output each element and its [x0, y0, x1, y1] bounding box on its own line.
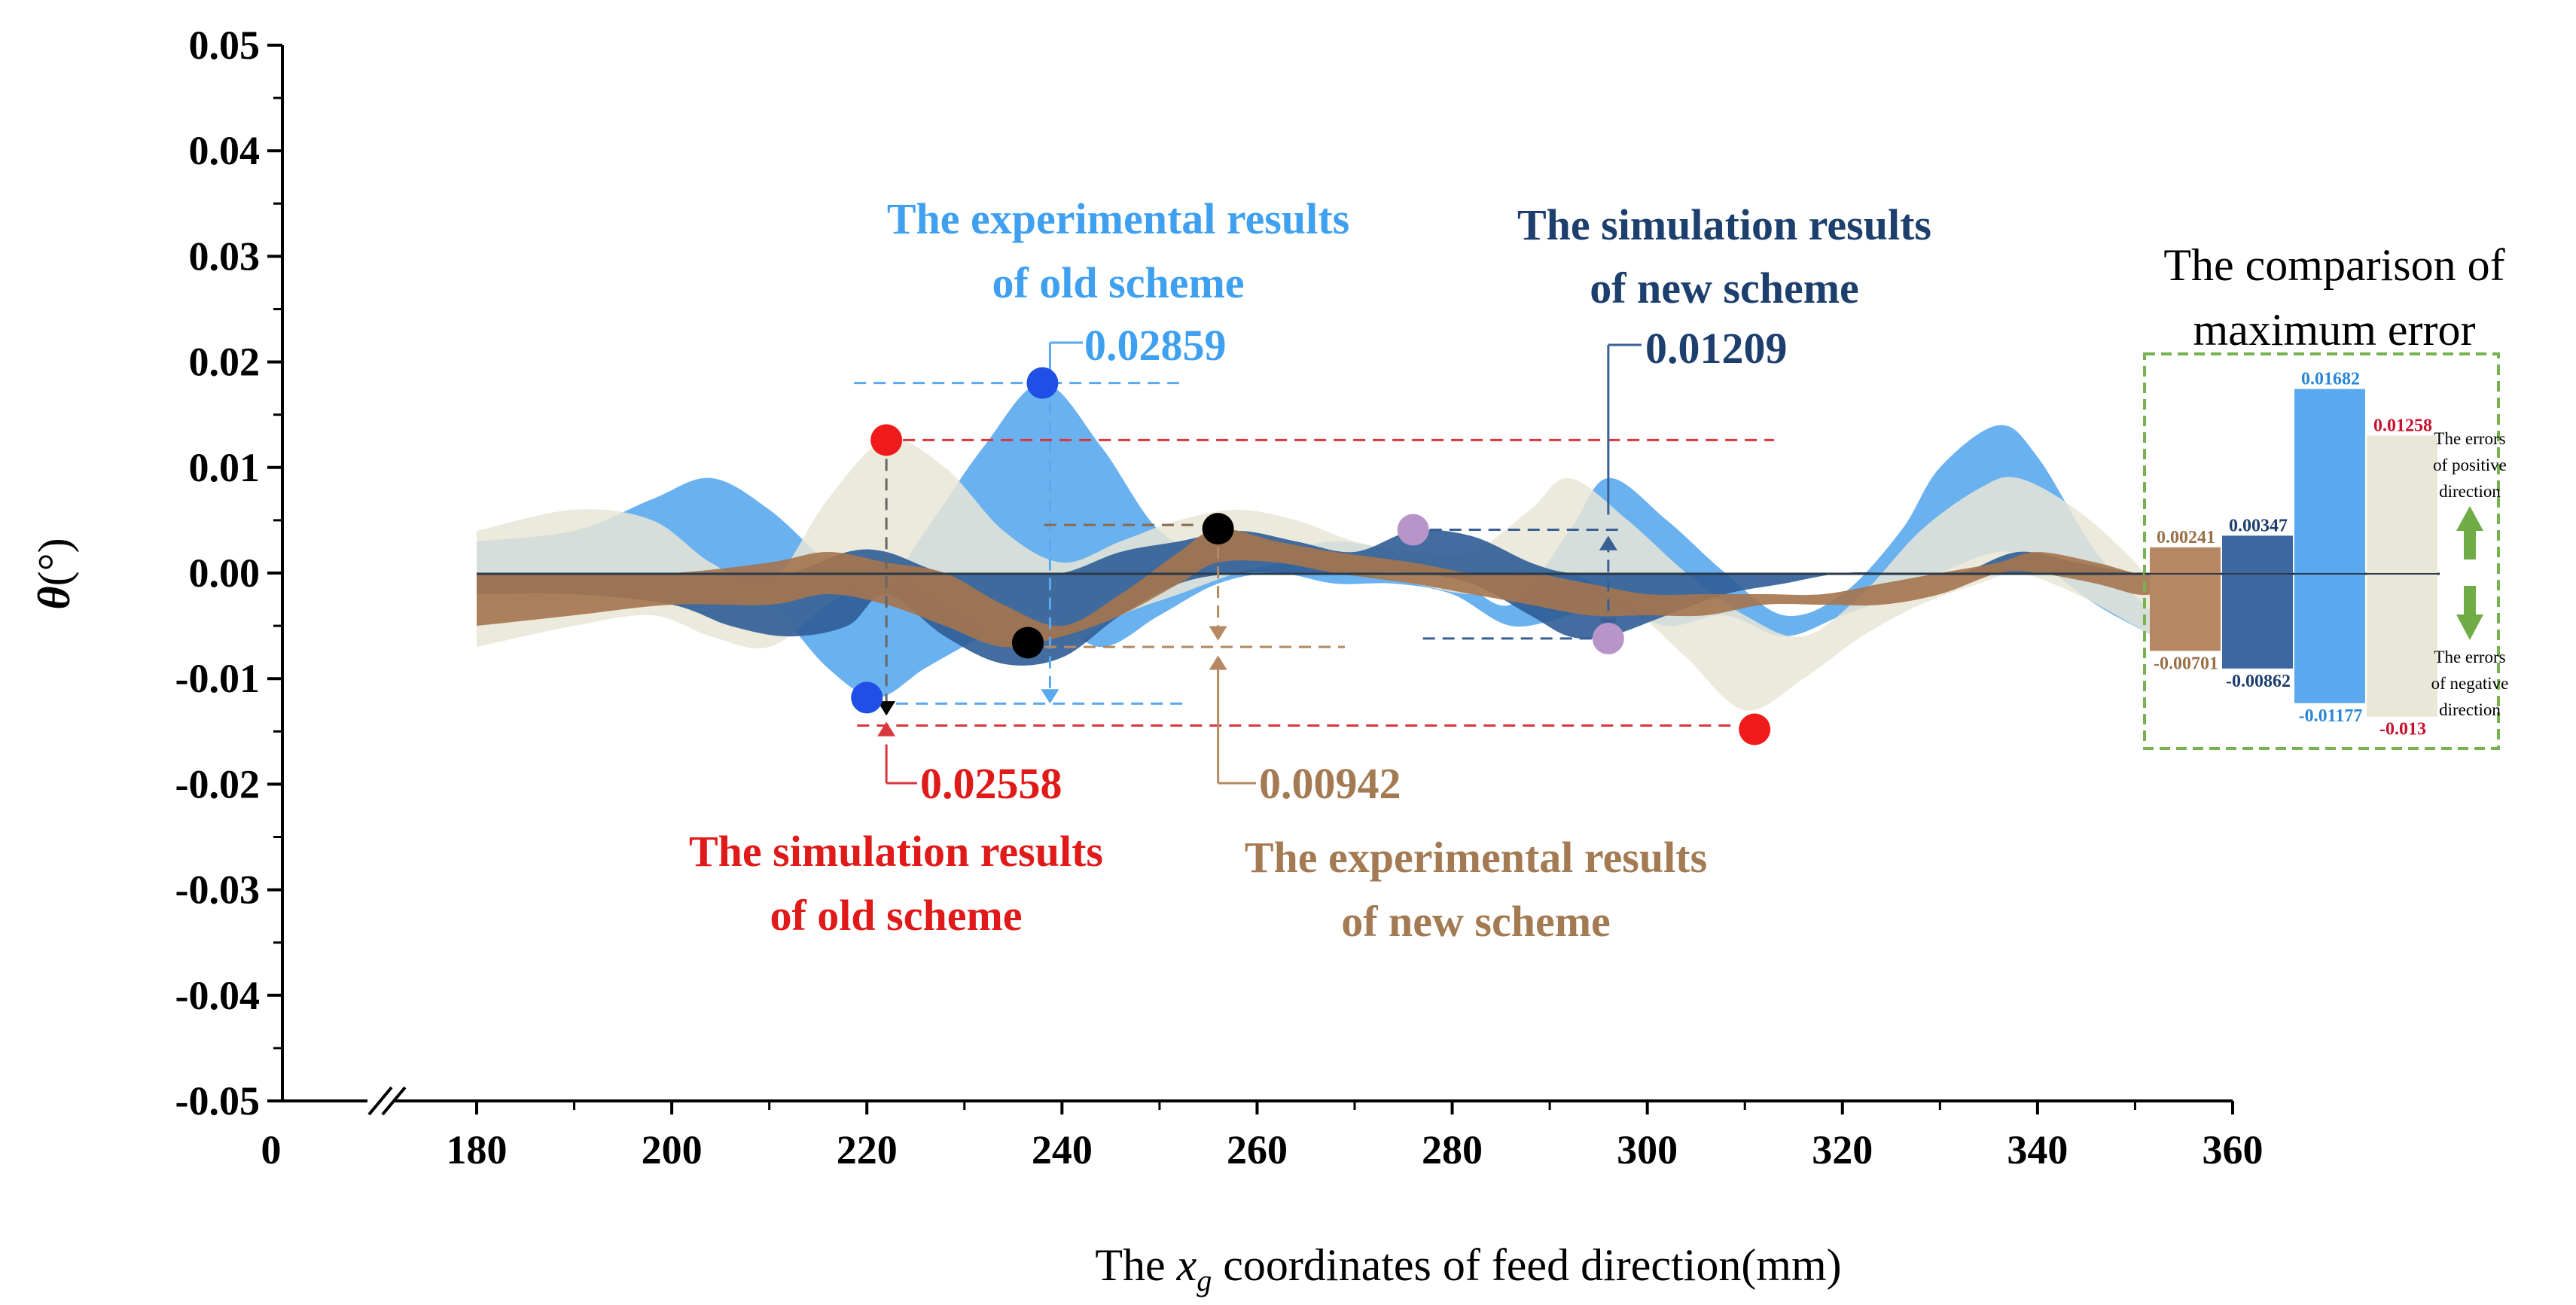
- guide-arrow: [877, 721, 896, 736]
- svg-text:The experimental results: The experimental results: [887, 194, 1349, 243]
- up-arrow-icon: [2456, 506, 2483, 560]
- svg-text:The errors: The errors: [2434, 429, 2505, 448]
- inset-bar-pos-label: 0.00347: [2229, 516, 2288, 535]
- y-axis: 0.05 0.04 0.03 0.02 0.01 0.00 -0.01 -0.02 -0.03 -…: [175, 23, 284, 1124]
- positive-note: The errors of positive direction: [2433, 429, 2507, 501]
- marker-exp-old: [1026, 367, 1059, 399]
- down-arrow-icon: [2456, 586, 2483, 640]
- x-axis: 0 180 200 220 240 260 280 300 320 340 360: [261, 1086, 2264, 1172]
- x-tick-label: 360: [2203, 1127, 2264, 1172]
- y-tick-label: 0.05: [189, 23, 261, 68]
- y-tick-label: 0.04: [189, 128, 261, 173]
- area-series-1: [477, 439, 2155, 711]
- area-series-0: [477, 383, 2155, 698]
- svg-text:direction: direction: [2439, 700, 2501, 719]
- y-tick-label: -0.02: [175, 761, 260, 806]
- inset-bar: [2222, 535, 2293, 669]
- guide-arrow: [1209, 655, 1227, 670]
- svg-text:of positive: of positive: [2433, 456, 2507, 474]
- inset-bar-pos-label: 0.01258: [2373, 416, 2432, 435]
- svg-text:The simulation results: The simulation results: [689, 827, 1103, 876]
- x-tick-label: 280: [1422, 1127, 1483, 1172]
- y-axis-title: θ(°): [29, 538, 79, 609]
- annotation-experimental-old: The experimental results of old scheme 0…: [887, 194, 1349, 370]
- svg-text:of new scheme: of new scheme: [1590, 264, 1859, 313]
- series-areas: [477, 383, 2155, 711]
- annotation-simulation-old: The simulation results of old scheme 0.0…: [689, 759, 1103, 940]
- inset-title-line2: maximum error: [2193, 305, 2476, 355]
- area-series-2: [477, 529, 2155, 666]
- svg-text:direction: direction: [2439, 482, 2501, 501]
- x-tick-label: 180: [447, 1127, 508, 1172]
- inset-bar-pos-label: 0.01682: [2301, 370, 2360, 389]
- y-tick-label: 0.03: [189, 233, 261, 279]
- marker-exp-old: [851, 681, 883, 714]
- inset-frame: [2143, 352, 2500, 750]
- inset-bar-pos-label: 0.00241: [2157, 528, 2215, 547]
- x-tick-label: 260: [1227, 1127, 1288, 1172]
- guide-arrow: [1041, 689, 1059, 704]
- y-tick-label: 0.00: [189, 550, 261, 596]
- svg-text:of old scheme: of old scheme: [992, 258, 1244, 307]
- y-tick-label: -0.03: [175, 867, 260, 913]
- svg-text:of new scheme: of new scheme: [1341, 897, 1611, 946]
- svg-text:0.02558: 0.02558: [920, 759, 1062, 808]
- y-tick-label: 0.01: [189, 445, 261, 490]
- guide-arrow: [877, 701, 896, 716]
- svg-text:The errors: The errors: [2434, 648, 2505, 666]
- svg-text:of negative: of negative: [2431, 674, 2509, 693]
- y-tick-label: -0.04: [175, 973, 260, 1018]
- inset-title-line1: The comparison of: [2163, 240, 2504, 290]
- x-tick-label: 200: [642, 1127, 703, 1172]
- x-axis-title: The xg coordinates of feed direction(mm): [1095, 1240, 1841, 1300]
- marker-exp-new: [1011, 627, 1044, 659]
- svg-text:0.00942: 0.00942: [1259, 759, 1401, 808]
- x-tick-label: 220: [837, 1127, 898, 1172]
- svg-text:The experimental results: The experimental results: [1245, 833, 1707, 882]
- inset-bar: [2367, 435, 2437, 717]
- marker-sim-old: [870, 424, 903, 456]
- marker-sim-new: [1397, 514, 1429, 546]
- x-tick-label: 240: [1032, 1127, 1093, 1172]
- negative-note: The errors of negative direction: [2431, 648, 2509, 719]
- annotation-simulation-new: The simulation results of new scheme 0.0…: [1517, 200, 1931, 373]
- x-tick-label: 0: [261, 1127, 282, 1172]
- inset-bar-neg-label: -0.00701: [2154, 654, 2218, 673]
- svg-text:θ(°): θ(°): [29, 538, 79, 609]
- svg-text:0.01209: 0.01209: [1645, 324, 1788, 373]
- marker-sim-new: [1592, 622, 1624, 654]
- marker-sim-old: [1739, 713, 1771, 745]
- inset-bar: [2294, 389, 2365, 703]
- axis-break: [367, 1086, 407, 1116]
- area-series-3: [477, 528, 2155, 648]
- inset-bar: [2150, 547, 2221, 651]
- inset-bar-neg-label: -0.00862: [2226, 672, 2291, 691]
- guide-arrow: [1599, 535, 1617, 550]
- y-tick-label: -0.01: [175, 656, 260, 701]
- guide-lines: [854, 341, 1775, 785]
- y-tick-label: -0.05: [175, 1078, 260, 1124]
- svg-text:The simulation results: The simulation results: [1517, 200, 1931, 249]
- svg-text:of old scheme: of old scheme: [770, 891, 1022, 940]
- x-tick-label: 320: [1812, 1127, 1873, 1172]
- inset-bar-neg-label: -0.01177: [2299, 706, 2363, 726]
- svg-text:0.02859: 0.02859: [1084, 321, 1227, 370]
- annotation-experimental-new: The experimental results of new scheme 0…: [1245, 759, 1707, 946]
- marker-exp-new: [1202, 513, 1234, 545]
- guide-arrow: [1209, 626, 1227, 641]
- y-tick-label: 0.02: [189, 340, 261, 385]
- x-tick-label: 340: [2007, 1127, 2068, 1172]
- inset-comparison: The comparison of maximum error 0.00241 -…: [2143, 240, 2509, 750]
- extreme-markers: [851, 367, 1771, 745]
- x-tick-label: 300: [1617, 1127, 1678, 1172]
- inset-bar-neg-label: -0.013: [2379, 720, 2426, 739]
